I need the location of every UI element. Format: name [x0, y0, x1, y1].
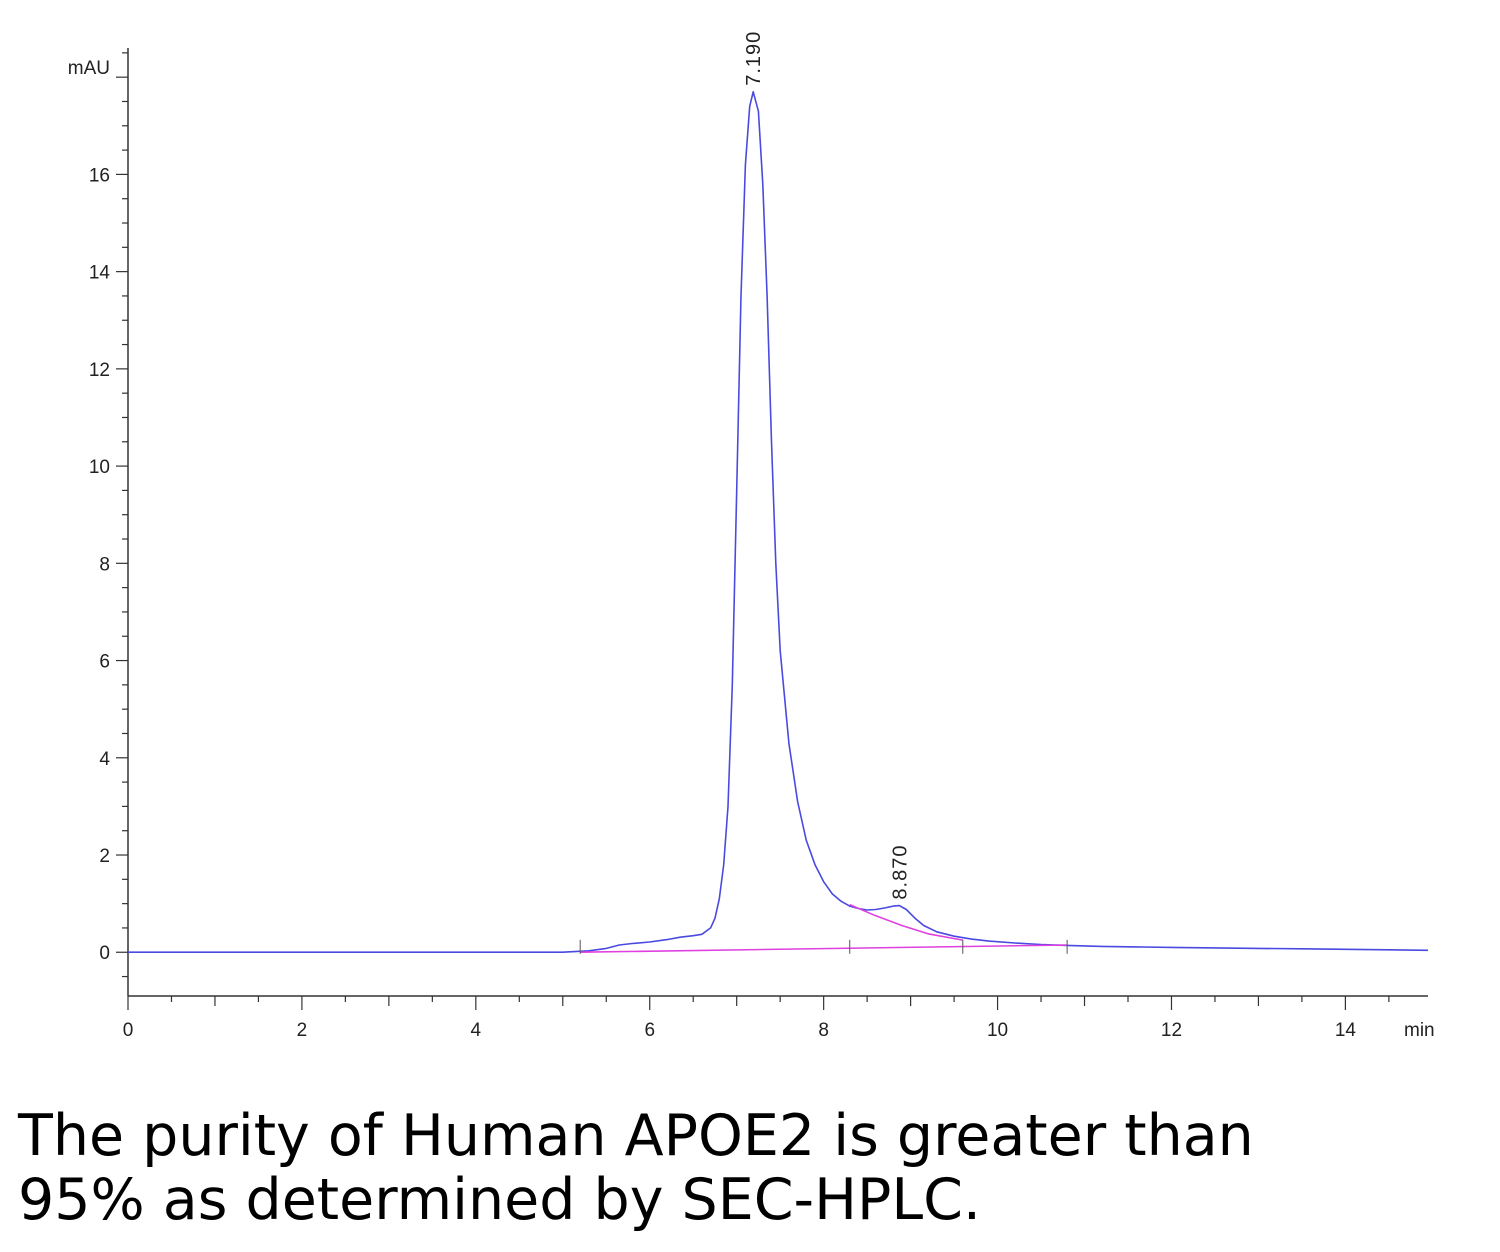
y-unit-label: mAU [68, 58, 110, 79]
annotation-layer: 7.190 8.870 [579, 31, 1068, 954]
x-tick-label: 4 [471, 1020, 482, 1041]
series-line-1 [580, 944, 1068, 953]
y-tick-label: 14 [89, 263, 111, 284]
caption: The purity of Human APOE2 is greater tha… [18, 1104, 1478, 1232]
y-tick-label: 0 [99, 943, 110, 964]
x-tick-label: 12 [1161, 1020, 1182, 1041]
y-tick-label: 2 [99, 846, 110, 867]
caption-line-1: The purity of Human APOE2 is greater tha… [18, 1103, 1254, 1169]
series-layer [128, 91, 1429, 954]
y-tick-label: 4 [99, 749, 110, 770]
x-tick-label: 0 [123, 1020, 134, 1041]
y-tick-label: 8 [99, 554, 110, 575]
series-line-0 [128, 91, 1429, 954]
x-tick-label: 2 [297, 1020, 308, 1041]
x-tick-label: 8 [818, 1020, 829, 1041]
y-tick-label: 10 [89, 457, 110, 478]
y-tick-label: 6 [99, 652, 110, 673]
axes: 0 2 4 6 8 10 12 14 16 mAU 0 2 4 6 8 10 12 14 min [68, 48, 1435, 1041]
series-line-2 [849, 903, 963, 941]
peak-label: 8.870 [889, 845, 911, 900]
x-tick-label: 10 [987, 1020, 1008, 1041]
x-unit-label: min [1404, 1020, 1435, 1041]
y-tick-label: 12 [89, 360, 110, 381]
chromatogram-chart: 0 2 4 6 8 10 12 14 16 mAU 0 2 4 6 8 10 12 14 min 7.190 8.87… [68, 31, 1435, 1041]
caption-line-2: 95% as determined by SEC-HPLC. [18, 1167, 982, 1233]
x-tick-label: 6 [644, 1020, 655, 1041]
x-tick-label: 14 [1335, 1020, 1357, 1041]
peak-label: 7.190 [743, 31, 765, 86]
y-tick-label: 16 [89, 165, 110, 186]
